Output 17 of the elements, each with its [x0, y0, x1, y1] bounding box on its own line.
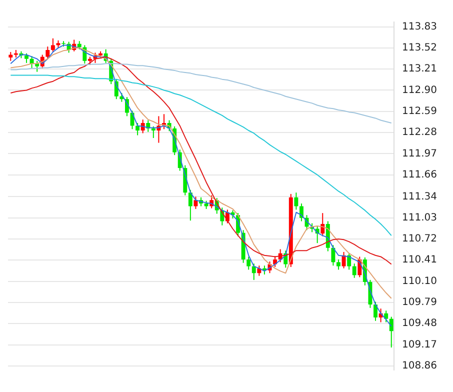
y-tick-label: 111.03 [402, 212, 438, 224]
y-tick-label: 110.72 [402, 234, 438, 245]
y-tick-label: 109.79 [402, 297, 438, 308]
y-tick-label: 111.34 [402, 191, 438, 202]
y-tick-label: 112.28 [402, 127, 438, 138]
y-tick-label: 109.17 [402, 339, 438, 350]
y-tick-label: 109.48 [402, 318, 438, 330]
y-tick-label: 113.52 [402, 42, 438, 54]
y-tick-label: 110.10 [402, 276, 438, 287]
y-tick-label: 108.86 [402, 360, 438, 372]
y-tick-label: 112.59 [402, 106, 438, 117]
y-tick-label: 113.21 [402, 64, 438, 75]
y-tick-label: 111.97 [402, 148, 438, 160]
y-tick-label: 111.66 [402, 169, 438, 180]
y-tick-label: 112.90 [402, 84, 438, 96]
y-tick-label: 110.41 [402, 254, 438, 266]
y-tick-label: 113.83 [402, 21, 438, 32]
